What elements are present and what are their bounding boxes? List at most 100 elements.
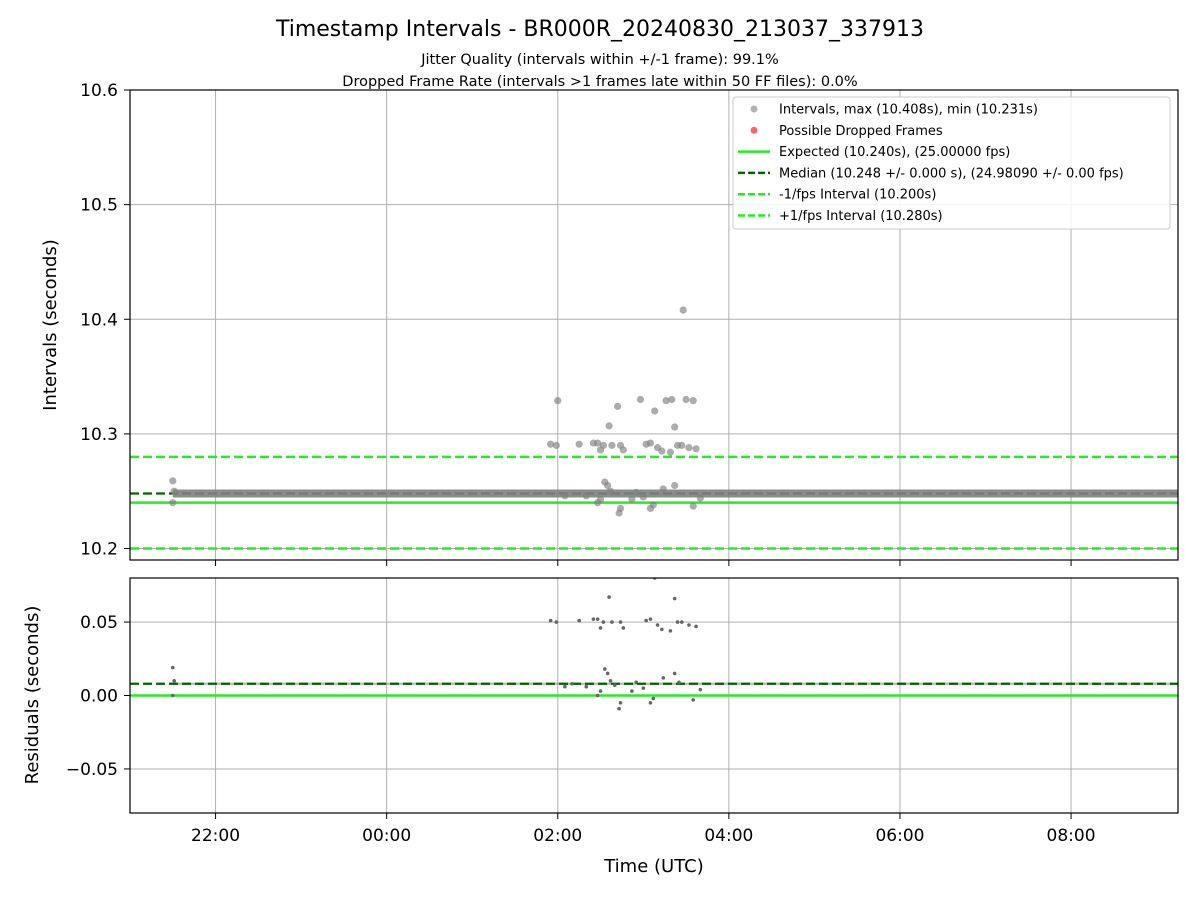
residual-point — [664, 563, 668, 567]
y-tick-label: 0.00 — [80, 687, 118, 707]
residual-point — [172, 679, 177, 683]
interval-point — [682, 395, 690, 404]
residual-point — [655, 623, 660, 627]
interval-point — [594, 439, 602, 447]
dropped-frame-subtitle: Dropped Frame Rate (intervals >1 frames … — [342, 74, 857, 90]
interval-point — [552, 441, 560, 449]
residual-point — [684, 562, 688, 566]
residual-point — [687, 623, 691, 627]
residual-point — [170, 665, 175, 670]
interval-point — [671, 481, 679, 490]
residual-point — [605, 671, 610, 676]
interval-point — [170, 487, 178, 495]
interval-point — [599, 441, 607, 449]
interval-point — [662, 397, 670, 405]
interval-point — [575, 440, 583, 448]
residual-point — [607, 595, 611, 599]
residual-point — [634, 680, 638, 685]
x-tick-label: 04:00 — [704, 826, 753, 846]
interval-point — [668, 395, 676, 404]
interval-point — [658, 447, 666, 455]
intervals-plot-area — [130, 306, 1178, 550]
y-tick-label: 0.05 — [80, 613, 118, 633]
interval-point — [547, 440, 555, 448]
residual-point — [616, 570, 620, 574]
x-tick-label: 22:00 — [191, 826, 240, 846]
legend: Intervals, max (10.408s), min (10.231s) P… — [732, 96, 1171, 230]
top-ylabel: Intervals (seconds) — [40, 239, 61, 411]
interval-point — [689, 397, 697, 405]
residual-point — [691, 698, 696, 702]
interval-point — [582, 492, 590, 500]
interval-point — [649, 501, 657, 509]
interval-point — [169, 499, 177, 507]
residual-point — [601, 620, 606, 624]
jitter-quality-subtitle: Jitter Quality (intervals within +/-1 fr… — [420, 52, 779, 68]
x-tick-label: 02:00 — [533, 826, 582, 846]
residual-point — [595, 693, 600, 698]
residual-point — [668, 629, 673, 633]
residual-point — [672, 596, 677, 601]
residual-point — [641, 686, 646, 690]
interval-point — [696, 494, 704, 502]
interval-point — [604, 481, 612, 490]
legend-label: Median (10.248 +/- 0.000 s), (24.98090 +… — [779, 166, 1124, 181]
residual-point — [591, 617, 596, 621]
interval-point — [614, 402, 622, 410]
interval-point — [679, 306, 687, 314]
interval-point — [596, 495, 605, 503]
legend-marker — [750, 126, 758, 134]
residual-point — [670, 562, 674, 566]
interval-point — [689, 502, 697, 510]
interval-point — [606, 487, 615, 495]
interval-point — [651, 407, 659, 415]
residual-point — [603, 667, 607, 671]
bottom-ylabel: Residuals (seconds) — [22, 606, 43, 785]
residual-point — [612, 683, 617, 688]
residual-point — [595, 617, 600, 621]
interval-point — [554, 397, 562, 405]
interval-point — [646, 439, 655, 447]
interval-point — [639, 493, 647, 501]
residual-point — [170, 693, 175, 698]
y-tick-label: 10.3 — [80, 425, 118, 445]
interval-point — [636, 395, 645, 404]
interval-point — [678, 441, 686, 449]
residual-point — [691, 563, 695, 567]
residual-point — [618, 701, 623, 705]
x-tick-label: 08:00 — [1047, 826, 1096, 846]
legend-label: -1/fps Interval (10.200s) — [779, 188, 936, 203]
residual-point — [548, 618, 553, 623]
x-tick-label: 00:00 — [362, 826, 411, 846]
residual-point — [639, 562, 643, 566]
legend-marker — [750, 105, 758, 113]
intervals-panel-frame — [129, 89, 1179, 561]
y-tick-label: −0.05 — [66, 760, 118, 780]
legend-box — [732, 96, 1171, 230]
residual-point — [672, 671, 677, 676]
residual-point — [577, 618, 581, 623]
interval-point — [632, 488, 640, 496]
interval-point — [561, 492, 569, 500]
residual-point — [675, 620, 680, 624]
legend-label: +1/fps Interval (10.280s) — [779, 209, 943, 224]
interval-point — [692, 445, 700, 453]
interval-point — [169, 477, 177, 485]
residual-point — [554, 620, 559, 624]
legend-label: Possible Dropped Frames — [779, 124, 943, 139]
residual-point — [661, 676, 666, 680]
residual-point — [618, 620, 623, 624]
residual-point — [584, 684, 589, 689]
chart-title: Timestamp Intervals - BR000R_20240830_21… — [275, 17, 924, 42]
residual-point — [563, 684, 567, 689]
interval-point — [605, 422, 613, 430]
residual-point — [651, 696, 656, 701]
interval-point — [659, 485, 667, 493]
residuals-plot-area — [130, 562, 1178, 711]
interval-point — [666, 448, 674, 456]
interval-point — [685, 444, 693, 452]
legend-label: Expected (10.240s), (25.00000 fps) — [779, 145, 1010, 160]
y-tick-label: 10.4 — [80, 310, 118, 330]
y-tick-label: 10.6 — [80, 81, 118, 101]
